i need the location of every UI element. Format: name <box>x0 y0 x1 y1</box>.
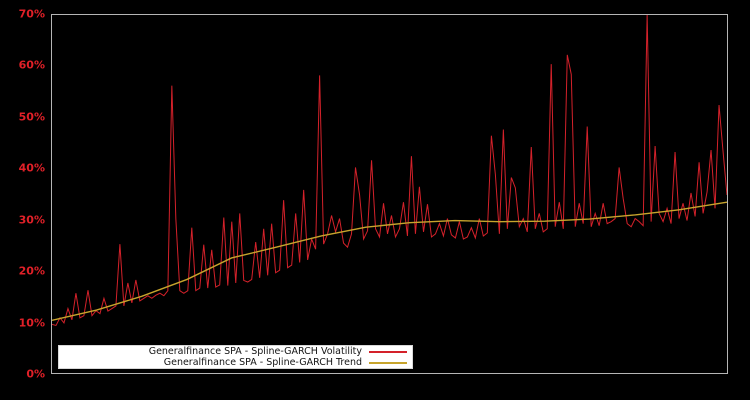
y-axis-tick-label: 30% <box>18 213 45 227</box>
legend-line-sample-trend <box>369 361 407 364</box>
y-axis-tick-label: 60% <box>18 58 45 72</box>
y-axis-tick-label: 20% <box>18 264 45 278</box>
y-axis-tick-label: 70% <box>18 7 45 21</box>
y-axis-tick-label: 0% <box>26 367 45 381</box>
legend-line-sample-volatility <box>369 350 407 353</box>
legend-item-volatility: Generalfinance SPA - Spline-GARCH Volati… <box>64 346 407 357</box>
legend-label-trend: Generalfinance SPA - Spline-GARCH Trend <box>163 357 362 368</box>
volatility-chart-svg <box>52 15 727 373</box>
legend: Generalfinance SPA - Spline-GARCH Volati… <box>58 345 413 369</box>
y-axis: 0% 10% 20% 30% 40% 50% 60% 70% <box>0 8 45 381</box>
trend-line <box>52 202 727 320</box>
y-axis-tick-label: 40% <box>18 161 45 175</box>
y-axis-tick-label: 50% <box>18 110 45 124</box>
legend-item-trend: Generalfinance SPA - Spline-GARCH Trend <box>64 357 407 368</box>
y-axis-tick-label: 10% <box>18 316 45 330</box>
legend-label-volatility: Generalfinance SPA - Spline-GARCH Volati… <box>148 346 362 357</box>
plot-area: Generalfinance SPA - Spline-GARCH Volati… <box>51 14 728 374</box>
volatility-line <box>52 15 727 325</box>
